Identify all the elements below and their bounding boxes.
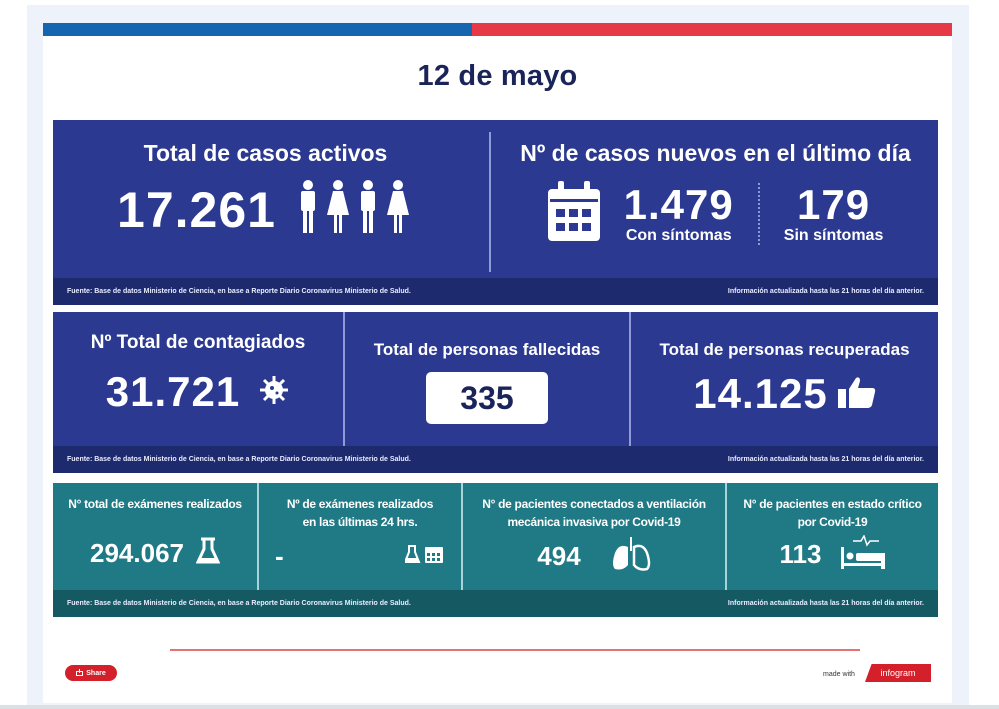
people-icon [296, 179, 414, 240]
flag-stripe [43, 23, 952, 36]
panel1-divider [489, 132, 491, 272]
calendar-icon [547, 181, 600, 246]
recovered-label: Total de personas recuperadas [659, 340, 910, 359]
flask-icon [195, 537, 221, 570]
exams-24h-label: Nº de exámenes realizados en las últimas… [286, 495, 434, 531]
ventilation-label-line1: N° de pacientes conectados a ventilación [482, 497, 706, 511]
critical-block: N° de pacientes en estado crítico por Co… [727, 483, 938, 574]
share-button[interactable]: Share [65, 665, 117, 681]
critical-label: N° de pacientes en estado crítico por Co… [743, 495, 922, 531]
total-exams-value: 294.067 [90, 538, 184, 568]
recovered-value: 14.125 [693, 370, 828, 417]
with-symptoms-value: 1.479 [623, 180, 734, 228]
ventilation-label: N° de pacientes conectados a ventilación… [482, 495, 706, 531]
hospital-bed-icon [841, 534, 886, 574]
updated-note: Información actualizada hasta las 21 hor… [727, 456, 924, 463]
made-with-text: made with [823, 671, 855, 678]
without-symptoms-value: 179 [797, 180, 871, 228]
page-title: 12 de mayo [417, 60, 578, 92]
ventilation-value: 494 [537, 541, 581, 571]
recovered-block: Total de personas recuperadas 14.125 [631, 312, 938, 418]
active-cases-value: 17.261 [117, 181, 276, 238]
new-cases-block: Nº de casos nuevos en el último día 1.47… [493, 120, 938, 246]
separator-line [170, 649, 860, 651]
updated-note: Información actualizada hasta las 21 hor… [727, 600, 924, 607]
share-icon [76, 668, 84, 678]
page-bottom-edge [0, 705, 999, 709]
deceased-label: Total de personas fallecidas [373, 340, 601, 359]
total-infected-value: 31.721 [105, 368, 241, 415]
virus-icon [258, 374, 290, 411]
panel-totals: Nº Total de contagiados 31.721 Total de … [53, 312, 938, 473]
panel2-divider-1 [343, 312, 345, 446]
without-symptoms-block: 179 Sin síntomas [783, 180, 884, 245]
panel3-footer: Fuente: Base de datos Ministerio de Cien… [53, 590, 938, 617]
exams-24h-value: - [275, 541, 284, 571]
deceased-value: 335 [460, 379, 514, 416]
panel3-divider-1 [257, 483, 259, 590]
source-note: Fuente: Base de datos Ministerio de Cien… [67, 288, 411, 295]
share-label: Share [86, 669, 106, 677]
with-symptoms-label: Con síntomas [625, 226, 732, 244]
total-infected-label: Nº Total de contagiados [90, 332, 306, 353]
stripe-red [472, 23, 952, 36]
critical-label-line1: N° de pacientes en estado crítico [743, 497, 922, 511]
without-symptoms-label: Sin síntomas [783, 226, 884, 244]
source-note: Fuente: Base de datos Ministerio de Cien… [67, 600, 411, 607]
panel2-divider-2 [629, 312, 631, 446]
exams-24h-label-line1: Nº de exámenes realizados [286, 497, 434, 511]
flask-calendar-icon [403, 544, 445, 569]
total-exams-label: N° total de exámenes realizados [68, 497, 242, 511]
active-cases-label: Total de casos activos [143, 140, 388, 166]
critical-label-line2: por Covid-19 [797, 515, 868, 529]
deceased-value-box: 335 [426, 372, 548, 424]
total-infected-block: Nº Total de contagiados 31.721 [53, 312, 343, 416]
panel1-footer: Fuente: Base de datos Ministerio de Cien… [53, 278, 938, 305]
with-symptoms-block: 1.479 Con síntomas [623, 180, 734, 245]
ventilation-block: N° de pacientes conectados a ventilación… [463, 483, 725, 576]
exams-24h-block: Nº de exámenes realizados en las últimas… [259, 483, 461, 572]
panel-hospital: N° total de exámenes realizados 294.067 … [53, 483, 938, 617]
new-cases-label: Nº de casos nuevos en el último día [520, 140, 911, 166]
thumbs-up-icon [837, 376, 876, 413]
source-note: Fuente: Base de datos Ministerio de Cien… [67, 456, 411, 463]
panel-cases: Total de casos activos 17.261 Nº de caso… [53, 120, 938, 305]
ventilation-label-line2: mecánica invasiva por Covid-19 [507, 515, 681, 529]
symptoms-divider [757, 182, 760, 245]
active-cases-block: Total de casos activos 17.261 [53, 120, 478, 240]
panel3-divider-3 [725, 483, 727, 590]
infogram-logo-link[interactable]: infogram [865, 664, 931, 682]
total-exams-block: N° total de exámenes realizados 294.067 [53, 483, 257, 570]
infographic-card: 12 de mayo Total de casos activos 17.261… [43, 23, 952, 703]
lungs-icon [611, 537, 651, 576]
panel3-divider-2 [461, 483, 463, 590]
exams-24h-label-line2: en las últimas 24 hrs. [302, 515, 418, 529]
critical-value: 113 [779, 539, 822, 569]
updated-note: Información actualizada hasta las 21 hor… [727, 288, 924, 295]
stripe-blue [43, 23, 472, 36]
deceased-block: Total de personas fallecidas 335 [345, 312, 629, 424]
panel2-footer: Fuente: Base de datos Ministerio de Cien… [53, 446, 938, 473]
